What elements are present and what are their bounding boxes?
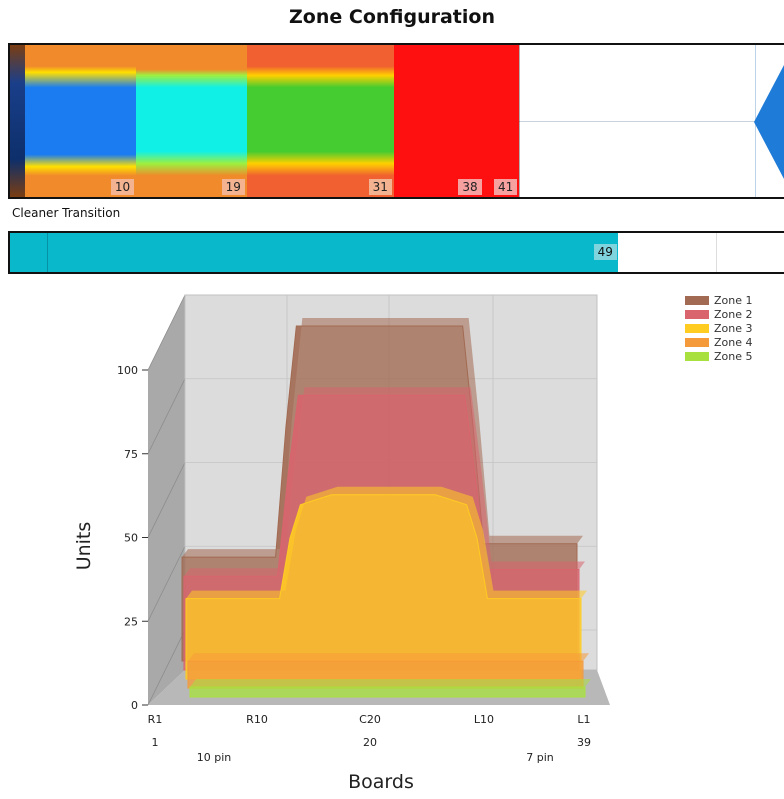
x-axis-ticks: R1 R10 C20 L10 L1 1 20 39 10 pin 7 pin: [148, 713, 591, 764]
x-tick-label: R1: [148, 713, 163, 726]
x-tick-label: L10: [474, 713, 494, 726]
y-gridline-wall: [147, 629, 186, 706]
legend-label: Zone 4: [714, 336, 753, 349]
zone-end-label: 10: [110, 179, 135, 195]
zone-segment[interactable]: [393, 45, 484, 197]
y-axis-ticks: 0 25 50 75 100: [117, 364, 148, 712]
zone-segment[interactable]: [483, 45, 520, 197]
x-subtick-label: 20: [363, 736, 377, 749]
y-axis-label: Units: [73, 522, 95, 571]
x-annotation: 7 pin: [526, 751, 554, 764]
zone-strip[interactable]: 10 19 31 38 41: [8, 43, 784, 199]
area-top-zone-3: [186, 486, 587, 599]
zone-segment[interactable]: [136, 45, 247, 197]
y-gridline-wall: [147, 546, 186, 622]
legend-label: Zone 2: [714, 308, 753, 321]
zone-chart: 0 25 50 75 100 R1 R10 C20 L10 L1 1 20 39 10 pin 7 pin…: [73, 294, 753, 793]
area-top-zone-4: [188, 653, 589, 662]
cleaner-tick: [47, 233, 48, 272]
x-tick-label: R10: [246, 713, 268, 726]
zone-divider: [519, 45, 521, 197]
zone-segment[interactable]: [25, 45, 137, 197]
cleaner-gridline: [716, 233, 717, 272]
zone-segment[interactable]: [10, 45, 26, 197]
y-gridline-wall: [147, 294, 186, 371]
zone-end-label: 41: [494, 179, 518, 195]
chart-areas: [181, 318, 591, 698]
legend-swatch: [685, 352, 709, 361]
legend-swatch: [685, 310, 709, 319]
legend-label: Zone 1: [714, 294, 753, 307]
scroll-right-arrow-icon[interactable]: [754, 65, 784, 179]
y-gridline-wall: [147, 462, 186, 538]
x-tick-label: L1: [577, 713, 590, 726]
y-gridline-wall: [147, 378, 186, 454]
cleaner-transition-bar[interactable]: 49: [8, 231, 784, 274]
cleaner-fill: [10, 233, 618, 272]
area-top-zone-2: [184, 387, 585, 577]
x-tick-label: C20: [359, 713, 381, 726]
area-zone-5: [189, 686, 586, 698]
y-tick-label: 75: [124, 448, 138, 461]
x-subtick-label: 39: [577, 736, 591, 749]
y-tick-label: 0: [131, 699, 138, 712]
area-top-zone-5: [190, 678, 591, 687]
y-tick-label: 50: [124, 532, 138, 545]
legend-label: Zone 3: [714, 322, 753, 335]
legend-swatch: [685, 338, 709, 347]
zone-segment[interactable]: [246, 45, 394, 197]
zone-end-label: 31: [368, 179, 392, 195]
x-annotation: 10 pin: [197, 751, 232, 764]
zone-end-label: 19: [221, 179, 245, 195]
page-title: Zone Configuration: [289, 6, 495, 28]
cleaner-label: Cleaner Transition: [12, 206, 121, 220]
zone-end-label: 38: [458, 179, 482, 195]
x-subtick-label: 1: [152, 736, 159, 749]
y-tick-label: 100: [117, 364, 138, 377]
legend-swatch: [685, 324, 709, 333]
legend-label: Zone 5: [714, 350, 753, 363]
y-tick-label: 25: [124, 615, 138, 628]
cleaner-value-label: 49: [593, 244, 617, 260]
x-axis-label: Boards: [348, 771, 414, 793]
legend-swatch: [685, 296, 709, 305]
